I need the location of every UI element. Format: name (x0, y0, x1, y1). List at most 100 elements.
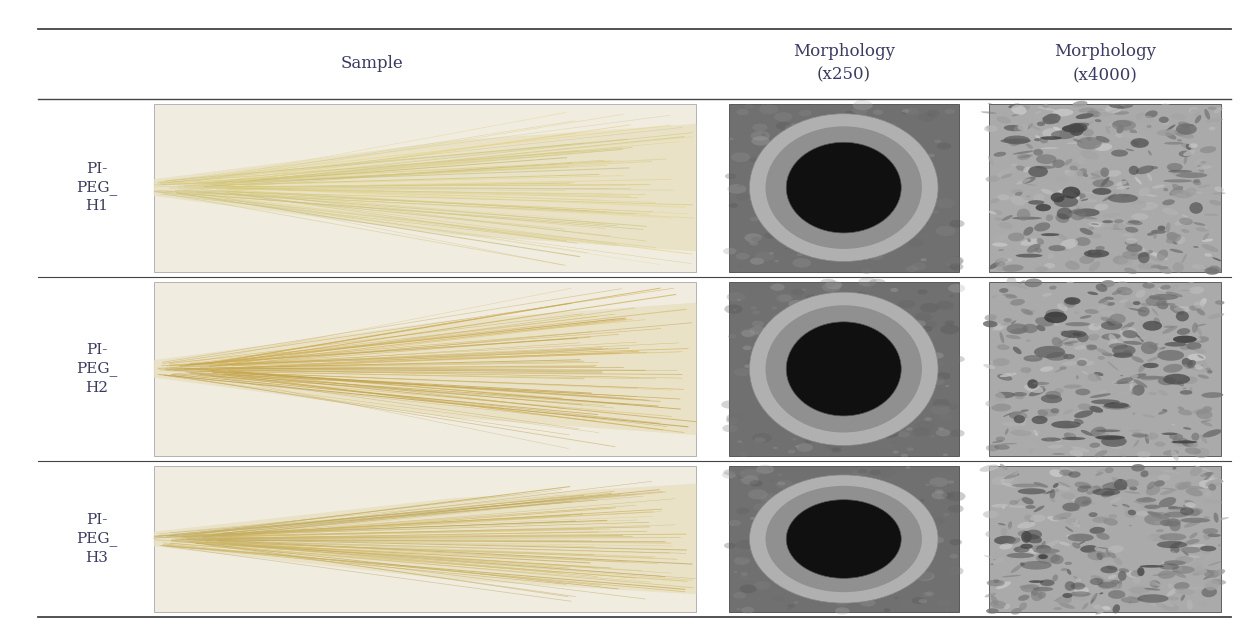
Ellipse shape (1006, 324, 1028, 335)
Ellipse shape (1120, 375, 1124, 377)
Circle shape (771, 307, 778, 309)
Circle shape (838, 184, 850, 191)
Ellipse shape (1175, 556, 1192, 564)
Ellipse shape (1061, 304, 1066, 307)
Ellipse shape (1118, 258, 1132, 265)
Ellipse shape (1074, 312, 1079, 314)
Ellipse shape (1208, 370, 1212, 374)
Ellipse shape (1112, 223, 1126, 230)
Ellipse shape (1164, 179, 1192, 183)
Ellipse shape (1209, 127, 1215, 130)
Ellipse shape (1064, 385, 1081, 389)
Circle shape (851, 150, 864, 156)
Ellipse shape (1106, 170, 1121, 177)
Ellipse shape (1130, 373, 1146, 379)
Ellipse shape (1201, 244, 1219, 252)
Ellipse shape (1104, 481, 1115, 485)
Ellipse shape (1162, 199, 1175, 205)
Ellipse shape (1008, 233, 1025, 242)
Circle shape (850, 428, 851, 429)
Ellipse shape (1075, 522, 1080, 528)
Ellipse shape (996, 266, 1004, 271)
Ellipse shape (1032, 193, 1045, 201)
Circle shape (724, 305, 742, 314)
Ellipse shape (1078, 403, 1091, 410)
Circle shape (765, 380, 779, 387)
Circle shape (886, 567, 900, 574)
Ellipse shape (1114, 219, 1124, 223)
Ellipse shape (1081, 172, 1088, 177)
Circle shape (940, 324, 959, 334)
Ellipse shape (1000, 464, 1008, 470)
Ellipse shape (1092, 188, 1111, 195)
Ellipse shape (1112, 345, 1135, 356)
Ellipse shape (996, 436, 1005, 441)
Circle shape (892, 141, 900, 144)
Ellipse shape (1090, 593, 1098, 604)
Ellipse shape (1086, 345, 1098, 350)
Circle shape (836, 534, 856, 544)
Ellipse shape (1069, 123, 1084, 136)
Ellipse shape (1031, 590, 1039, 596)
Ellipse shape (1191, 432, 1199, 441)
Ellipse shape (1055, 369, 1064, 373)
Ellipse shape (1176, 172, 1208, 178)
Circle shape (854, 587, 865, 593)
Ellipse shape (1031, 591, 1038, 595)
Circle shape (810, 236, 815, 238)
Ellipse shape (1101, 436, 1126, 447)
Circle shape (856, 202, 870, 209)
Circle shape (736, 193, 750, 200)
Ellipse shape (1155, 441, 1165, 446)
Ellipse shape (1016, 165, 1026, 171)
Circle shape (804, 439, 814, 443)
Ellipse shape (1003, 413, 1011, 417)
Circle shape (844, 219, 852, 224)
Ellipse shape (1090, 427, 1106, 437)
Ellipse shape (1071, 523, 1074, 524)
Circle shape (876, 467, 896, 477)
Ellipse shape (1085, 309, 1099, 314)
Ellipse shape (980, 464, 999, 472)
Ellipse shape (1124, 506, 1129, 511)
Circle shape (890, 544, 900, 548)
Circle shape (785, 123, 804, 134)
Ellipse shape (1155, 343, 1159, 345)
Ellipse shape (1070, 209, 1086, 221)
Circle shape (871, 367, 882, 373)
Circle shape (892, 441, 895, 443)
Ellipse shape (1121, 216, 1129, 223)
Ellipse shape (1062, 282, 1075, 290)
Ellipse shape (1106, 319, 1116, 326)
Circle shape (808, 560, 816, 565)
Ellipse shape (1008, 506, 1029, 508)
Ellipse shape (1119, 226, 1136, 234)
Circle shape (792, 506, 802, 511)
Ellipse shape (1109, 126, 1111, 128)
Circle shape (739, 551, 755, 559)
Ellipse shape (1034, 481, 1038, 485)
Circle shape (809, 169, 821, 176)
Ellipse shape (1121, 195, 1130, 197)
Circle shape (919, 194, 925, 197)
Ellipse shape (1025, 530, 1042, 539)
Ellipse shape (1169, 186, 1184, 196)
Ellipse shape (1136, 511, 1149, 516)
Ellipse shape (1054, 196, 1078, 207)
Circle shape (924, 417, 931, 421)
Ellipse shape (1200, 546, 1211, 555)
Circle shape (890, 288, 899, 292)
Circle shape (829, 296, 835, 300)
Circle shape (728, 335, 736, 338)
Circle shape (739, 266, 741, 267)
Ellipse shape (1116, 502, 1121, 511)
Circle shape (891, 160, 894, 161)
Circle shape (801, 156, 805, 158)
Circle shape (865, 248, 877, 254)
Circle shape (882, 375, 886, 377)
Ellipse shape (1196, 165, 1211, 170)
Ellipse shape (1195, 227, 1209, 232)
Ellipse shape (1064, 424, 1078, 431)
Circle shape (751, 237, 762, 243)
Circle shape (751, 321, 764, 327)
